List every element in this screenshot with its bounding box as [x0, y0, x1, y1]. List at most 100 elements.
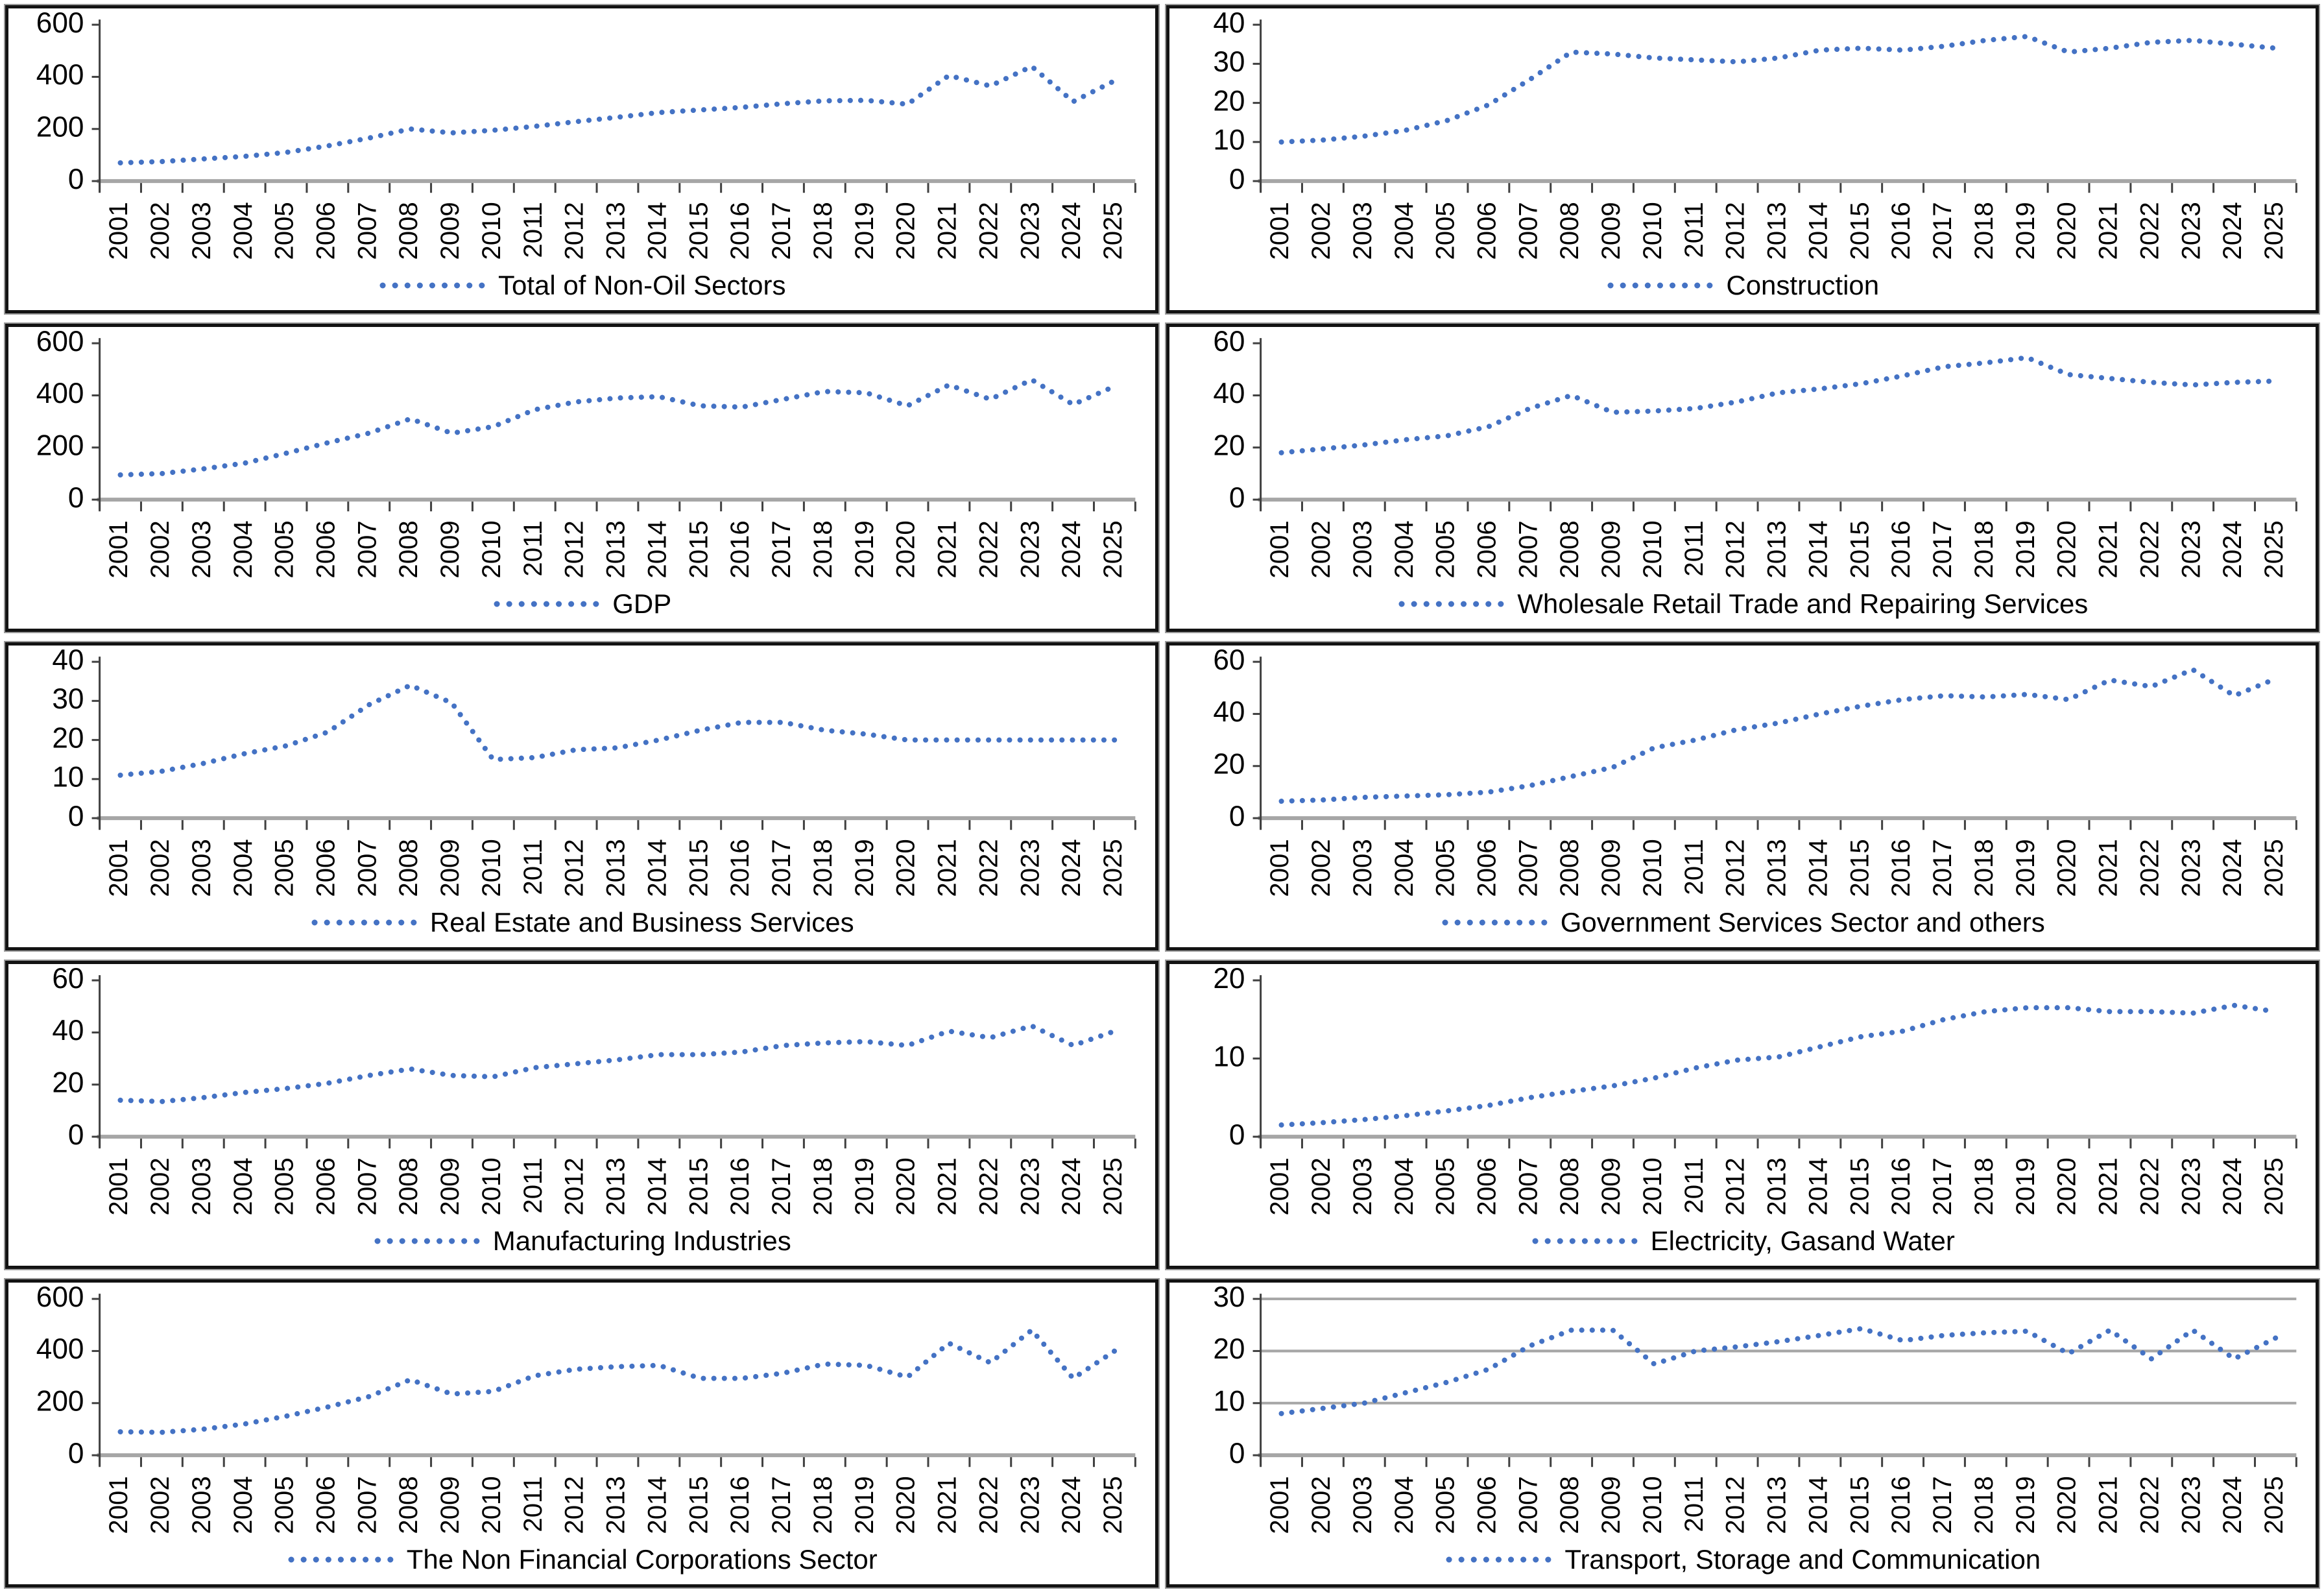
x-year-label: 2019	[850, 1476, 879, 1534]
x-year-label: 2002	[1306, 202, 1336, 260]
x-year-label: 2003	[1347, 1476, 1376, 1534]
legend-real-estate-and-business-services: Real Estate and Business Services	[8, 907, 1155, 938]
legend-total-of-non-oil-sectors: Total of Non-Oil Sectors	[8, 270, 1155, 301]
legend-label: Manufacturing Industries	[492, 1225, 791, 1256]
y-tick-label: 20	[52, 722, 84, 754]
x-year-label: 2003	[187, 839, 216, 897]
x-year-label: 2012	[1720, 839, 1749, 897]
series-line-gdp	[117, 377, 1118, 477]
x-year-label: 2023	[2176, 1157, 2205, 1215]
y-tick-label: 600	[36, 1283, 84, 1313]
x-year-label: 2025	[2259, 520, 2288, 578]
x-year-label: 2016	[1886, 1476, 1915, 1534]
chart-plot-construction: 0 10 20 30 40 2001 2002 2003 2004 2005 2006 2007 200…	[1213, 8, 2297, 260]
y-tick-label: 60	[1213, 646, 1245, 676]
x-year-label: 2013	[601, 1157, 630, 1215]
x-year-label: 2019	[850, 1157, 879, 1215]
x-year-label: 2001	[1265, 202, 1294, 260]
y-tick-label: 0	[68, 801, 84, 832]
x-year-label: 2024	[2218, 520, 2247, 578]
chart-plot-the-non-financial-corporations-sector: 0 200 400 600 2001 2002 2003 2004 2005 2006 2007 20…	[36, 1283, 1136, 1534]
x-year-label: 2007	[1513, 202, 1542, 260]
x-year-label: 2007	[1513, 839, 1542, 897]
x-year-label: 2002	[145, 1476, 174, 1534]
chart-plot-real-estate-and-business-services: 0 10 20 30 40 2001 2002 2003 2004 2005 2006 2007 200…	[52, 646, 1136, 897]
legend-manufacturing-industries: Manufacturing Industries	[8, 1226, 1155, 1257]
x-year-label: 2011	[1679, 520, 1708, 576]
x-year-label: 2003	[187, 520, 216, 578]
legend-label: The Non Financial Corporations Sector	[406, 1543, 878, 1575]
x-year-label: 2017	[1928, 839, 1957, 897]
x-year-label: 2012	[560, 520, 589, 578]
x-year-label: 2011	[1679, 839, 1708, 895]
y-tick-label: 10	[1213, 1041, 1245, 1072]
x-year-label: 2024	[1057, 1157, 1086, 1215]
x-year-label: 2009	[1596, 1157, 1625, 1215]
series-line-real-estate-and-business-services	[117, 682, 1118, 778]
chart-plot-transport-storage-and-communication: 0 10 20 30 2001 2002 2003 2004 2005 2006 2007 2008 2…	[1213, 1283, 2297, 1534]
y-tick-label: 20	[1213, 429, 1245, 461]
x-year-label: 2024	[2218, 202, 2247, 260]
x-year-label: 2014	[1803, 839, 1832, 897]
chart-panel-total-of-non-oil-sectors: 0 200 400 600 2001 2002 2003 2004 2005 2006 2007 20…	[5, 5, 1158, 313]
chart-panel-manufacturing-industries: 0 20 40 60 2001 2002 2003 2004 2005 2006 2007 2008 2…	[5, 961, 1158, 1269]
x-year-label: 2007	[1513, 1157, 1542, 1215]
legend-label: Government Services Sector and others	[1560, 906, 2045, 937]
y-tick-label: 600	[36, 8, 84, 39]
x-year-label: 2007	[352, 1157, 381, 1215]
chart-panel-wholesale-retail-trade-and-repairing-services: 0 20 40 60 2001 2002 2003 2004 2005 2006 2007 2008 2…	[1166, 324, 2319, 632]
x-year-label: 2006	[311, 520, 341, 578]
x-year-label: 2023	[1015, 202, 1044, 260]
x-year-label: 2016	[1886, 520, 1915, 578]
legend-label: Wholesale Retail Trade and Repairing Ser…	[1517, 588, 2089, 619]
chart-panel-construction: 0 10 20 30 40 2001 2002 2003 2004 2005 2006 2007 200…	[1166, 5, 2319, 313]
x-year-label: 2022	[974, 1157, 1003, 1215]
x-year-label: 2019	[2010, 839, 2039, 897]
legend-government-services-sector-and-others: Government Services Sector and others	[1169, 907, 2316, 938]
x-year-label: 2006	[311, 839, 341, 897]
y-tick-label: 20	[1213, 1333, 1245, 1365]
x-year-label: 2007	[1513, 1476, 1542, 1534]
x-year-label: 2008	[1555, 1476, 1584, 1534]
x-year-label: 2014	[1803, 1157, 1832, 1215]
x-year-label: 2010	[477, 839, 506, 897]
x-year-label: 2011	[1679, 1157, 1708, 1213]
x-year-label: 2019	[2010, 1476, 2039, 1534]
chart-panel-the-non-financial-corporations-sector: 0 200 400 600 2001 2002 2003 2004 2005 2006 2007 20…	[5, 1279, 1158, 1588]
x-year-label: 2019	[850, 520, 879, 578]
x-year-label: 2012	[1720, 202, 1749, 260]
x-year-label: 2011	[518, 839, 547, 895]
x-year-label: 2011	[1679, 202, 1708, 258]
x-year-label: 2017	[1928, 1157, 1957, 1215]
x-year-label: 2019	[2010, 520, 2039, 578]
x-year-label: 2005	[270, 202, 299, 260]
y-tick-label: 30	[1213, 46, 1245, 78]
y-tick-label: 0	[68, 1119, 84, 1151]
x-year-label: 2001	[104, 202, 133, 260]
x-year-label: 2010	[1637, 1157, 1666, 1215]
x-year-label: 2018	[1969, 839, 1998, 897]
series-line-total-of-non-oil-sectors	[117, 64, 1118, 166]
x-year-label: 2025	[1098, 520, 1127, 578]
y-tick-label: 200	[36, 111, 84, 143]
x-year-label: 2023	[1015, 1476, 1044, 1534]
x-year-label: 2014	[642, 839, 671, 897]
x-year-label: 2006	[1472, 1157, 1501, 1215]
x-year-label: 2018	[808, 520, 837, 578]
x-year-label: 2020	[891, 202, 920, 260]
legend-wholesale-retail-trade-and-repairing-services: Wholesale Retail Trade and Repairing Ser…	[1169, 588, 2316, 620]
x-year-label: 2018	[808, 1476, 837, 1534]
chart-panel-gdp: 0 200 400 600 2001 2002 2003 2004 2005 2006 2007 20…	[5, 324, 1158, 632]
x-year-label: 2019	[850, 839, 879, 897]
legend-label: Transport, Storage and Communication	[1564, 1543, 2041, 1575]
chart-plot-manufacturing-industries: 0 20 40 60 2001 2002 2003 2004 2005 2006 2007 2008 2…	[52, 964, 1136, 1216]
legend-label: Total of Non-Oil Sectors	[497, 269, 786, 300]
y-tick-label: 40	[52, 1015, 84, 1046]
x-year-label: 2017	[767, 202, 796, 260]
x-year-label: 2004	[228, 839, 258, 897]
x-year-label: 2020	[891, 839, 920, 897]
legend-label: Construction	[1726, 269, 1880, 300]
x-year-label: 2006	[311, 1157, 341, 1215]
chart-panel-government-services-sector-and-others: 0 20 40 60 2001 2002 2003 2004 2005 2006 2007 2008 2…	[1166, 642, 2319, 950]
x-year-label: 2024	[1057, 520, 1086, 578]
